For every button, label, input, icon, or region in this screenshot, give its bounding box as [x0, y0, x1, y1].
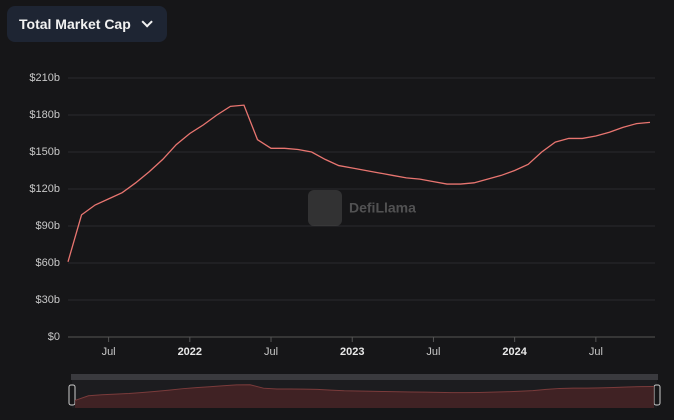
x-tick-label: 2024	[502, 346, 527, 358]
y-tick-label: $150b	[29, 146, 60, 158]
x-tick-label: Jul	[102, 346, 116, 358]
metric-dropdown[interactable]: Total Market Cap	[7, 6, 167, 42]
y-tick-label: $210b	[29, 72, 60, 84]
watermark: DefiLlama	[308, 190, 416, 226]
chevron	[141, 16, 153, 28]
brush-left-handle[interactable]	[68, 384, 76, 406]
brush-handle-bar[interactable]	[71, 374, 658, 380]
y-tick-label: $30b	[36, 294, 60, 306]
watermark-text: DefiLlama	[349, 200, 416, 216]
brush-line-series	[74, 384, 655, 401]
y-tick-label: $60b	[36, 257, 60, 269]
y-tick-label: $0	[48, 331, 60, 343]
y-tick-label: $120b	[29, 183, 60, 195]
x-tick-label: 2022	[178, 346, 202, 358]
y-tick-label: $90b	[36, 220, 60, 232]
brush-right-handle[interactable]	[653, 384, 661, 406]
x-tick-label: 2023	[340, 346, 364, 358]
watermark-logo	[308, 190, 342, 226]
brush-area-series	[75, 384, 654, 408]
dropdown-label: Total Market Cap	[19, 16, 131, 32]
y-tick-label: $180b	[29, 109, 60, 121]
x-tick-label: Jul	[426, 346, 440, 358]
x-tick-label: Jul	[264, 346, 278, 358]
series-line	[67, 104, 651, 262]
x-tick-label: Jul	[589, 346, 603, 358]
